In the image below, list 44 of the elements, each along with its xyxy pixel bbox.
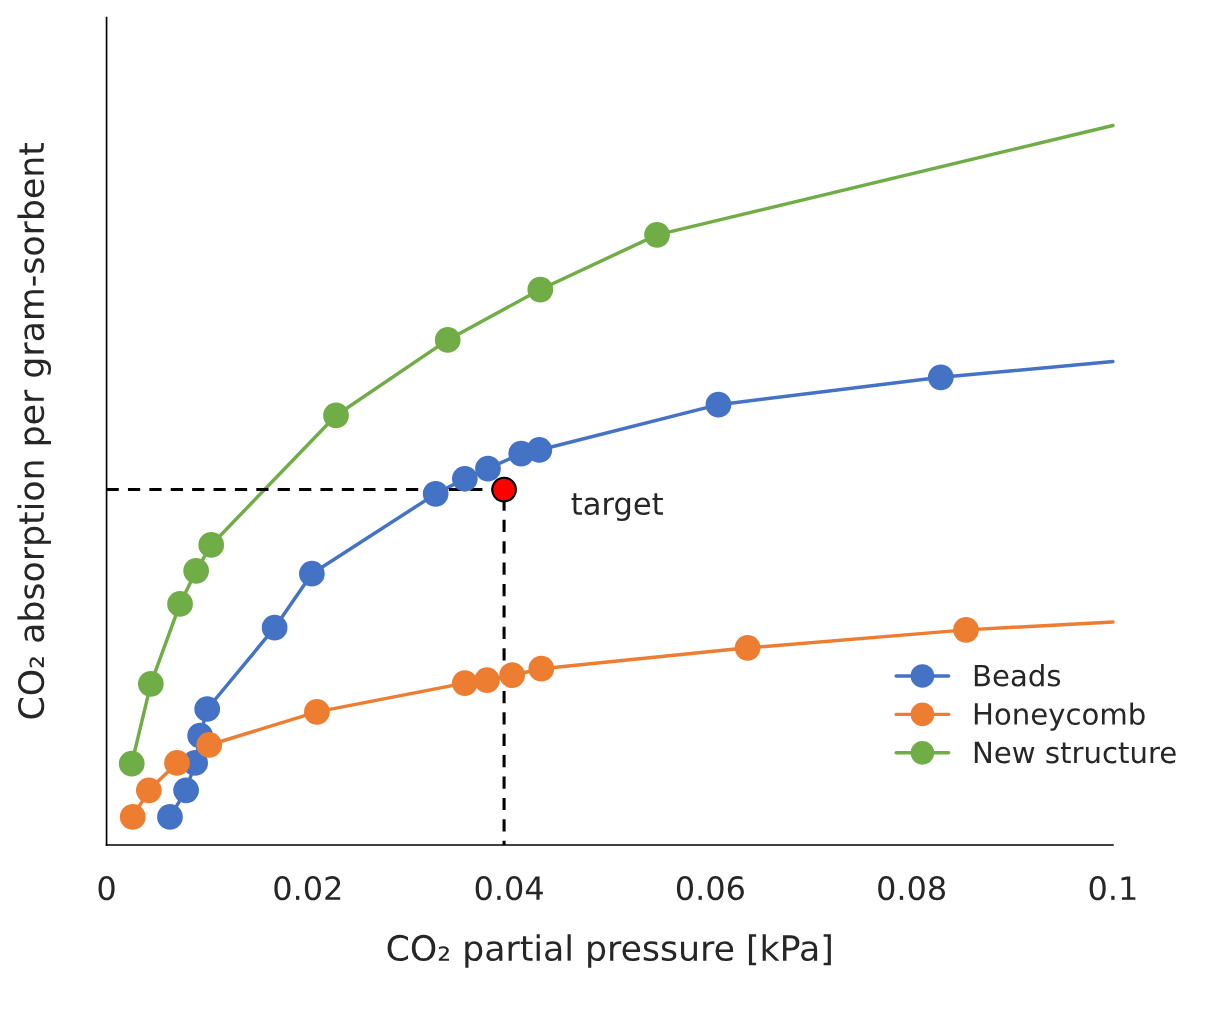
point bbox=[644, 221, 670, 248]
x-tick-label: 0.06 bbox=[676, 876, 744, 901]
point bbox=[734, 634, 761, 661]
point bbox=[323, 402, 349, 429]
point bbox=[198, 532, 225, 558]
x-tick-label: 0.08 bbox=[878, 876, 946, 901]
point bbox=[167, 591, 193, 617]
point bbox=[422, 481, 449, 507]
point bbox=[528, 655, 555, 682]
point bbox=[183, 558, 209, 584]
point bbox=[261, 614, 288, 641]
point bbox=[451, 465, 478, 492]
point bbox=[526, 437, 553, 463]
point bbox=[299, 560, 325, 587]
point bbox=[491, 476, 517, 503]
x-tick-label: 0.04 bbox=[475, 876, 543, 901]
point bbox=[137, 670, 164, 697]
point bbox=[119, 804, 146, 830]
x-tick-label: 0.02 bbox=[274, 876, 341, 901]
annotation: target bbox=[571, 493, 663, 522]
x-tick-label: 0 bbox=[98, 876, 115, 901]
point bbox=[118, 750, 145, 777]
point bbox=[135, 777, 162, 804]
x-tick-label: 0.1 bbox=[1089, 876, 1136, 901]
legend-label: New structure bbox=[974, 741, 1176, 764]
point bbox=[304, 699, 330, 725]
point bbox=[173, 777, 199, 804]
point bbox=[499, 662, 525, 689]
legend-label: Honeycomb bbox=[974, 702, 1145, 731]
point bbox=[434, 327, 461, 353]
point bbox=[451, 670, 478, 696]
point bbox=[527, 276, 554, 303]
point bbox=[953, 617, 979, 643]
point bbox=[194, 696, 221, 722]
point bbox=[164, 750, 190, 776]
legend-label: Beads bbox=[974, 664, 1061, 687]
point bbox=[196, 732, 223, 758]
point bbox=[157, 804, 183, 830]
x-axis-title: CO₂ partial pressure [kPa] bbox=[387, 934, 831, 968]
point bbox=[474, 667, 500, 694]
point bbox=[705, 391, 732, 418]
point bbox=[927, 364, 954, 391]
y-axis-title: CO₂ absorption per gram-sorbent bbox=[17, 142, 52, 719]
point bbox=[475, 455, 501, 482]
